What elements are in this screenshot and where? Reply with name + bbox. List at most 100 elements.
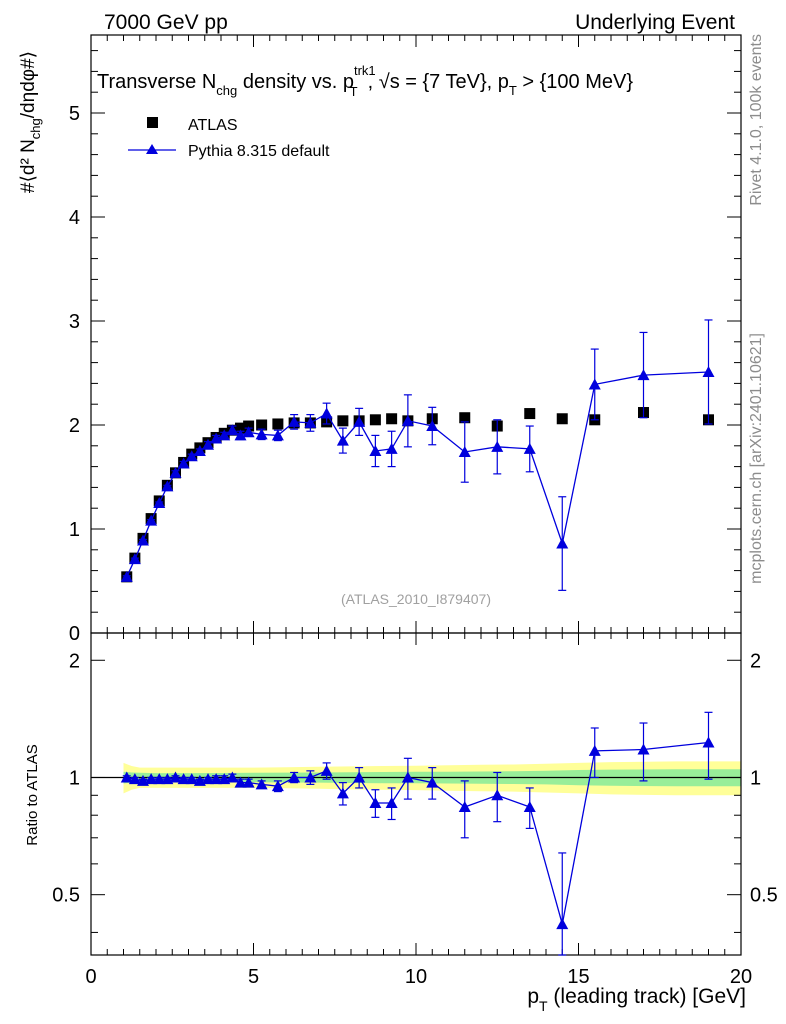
mc-point — [271, 429, 284, 441]
mc-point — [458, 446, 471, 458]
ratio-panel: 0 5 10 15 20 0.5 0.5 1 1 2 2 — [52, 632, 778, 988]
ratio-point — [401, 771, 414, 783]
ratio-point — [426, 776, 439, 788]
mc-point — [137, 534, 149, 546]
main-y-tick-label: 5 — [69, 103, 80, 125]
mc-point — [210, 432, 223, 444]
x-axis-label: pT (leading track) [GeV] — [527, 985, 746, 1014]
ratio-point — [271, 780, 284, 792]
ratio-y-tick-label-right: 0.5 — [750, 885, 778, 907]
main-y-tick-label: 0 — [69, 623, 80, 645]
ratio-y-tick-label-right: 1 — [750, 767, 761, 789]
main-y-tick-label: 3 — [69, 311, 80, 333]
ratio-point — [458, 800, 471, 812]
ratio-point — [185, 773, 198, 785]
ratio-point — [369, 796, 382, 808]
ratio-point — [145, 773, 158, 785]
main-ylabel: #⟨d² Nchg/dηdφ#⟩ — [18, 51, 43, 193]
ratio-point — [202, 773, 214, 785]
ratio-point — [491, 789, 504, 801]
atlas-point — [459, 412, 471, 424]
ratio-point — [304, 771, 317, 783]
main-y-tick-label: 2 — [69, 415, 80, 437]
ratio-point — [336, 787, 349, 799]
atlas-point — [369, 414, 381, 426]
x-tick-label: 15 — [567, 966, 589, 988]
mc-point — [255, 428, 268, 440]
ratio-y-tick-label: 1 — [69, 767, 80, 789]
ratio-point — [169, 771, 182, 783]
mc-point — [120, 570, 133, 582]
ratio-point — [385, 796, 398, 808]
main-plot-marks — [120, 319, 715, 591]
legend: ATLAS Pythia 8.315 default — [128, 117, 330, 160]
legend-atlas-marker — [147, 117, 158, 128]
mc-point — [145, 514, 158, 526]
ratio-ylabel: Ratio to ATLAS — [24, 744, 41, 845]
mc-point — [193, 445, 206, 456]
legend-mc-marker — [146, 144, 158, 154]
ratio-y-tick-label: 0.5 — [52, 885, 80, 907]
x-tick-label: 5 — [248, 966, 259, 988]
mc-point — [218, 429, 231, 441]
ratio-point — [226, 771, 239, 783]
mc-point — [242, 426, 255, 438]
ratio-point — [637, 743, 650, 755]
ratio-point — [588, 744, 601, 756]
atlas-point — [556, 413, 568, 425]
ratio-point — [120, 771, 133, 783]
header-right: Underlying Event — [575, 11, 735, 34]
legend-mc-label: Pythia 8.315 default — [188, 143, 330, 160]
ratio-point — [242, 776, 255, 788]
atlas-point — [524, 408, 536, 420]
analysis-watermark: (ATLAS_2010_I879407) — [341, 591, 491, 607]
atlas-point — [386, 413, 398, 425]
mc-line — [126, 371, 709, 578]
ratio-point — [353, 771, 366, 783]
ratio-point — [234, 776, 247, 788]
mc-point — [177, 457, 190, 469]
ratio-y-tick-label: 2 — [69, 650, 80, 672]
plot-title: Transverse Nchg density vs. ptrk1 T, √s =… — [97, 63, 633, 99]
mc-point — [202, 438, 214, 450]
ratio-point — [288, 771, 301, 783]
atlas-point — [272, 418, 284, 430]
atlas-point — [256, 419, 268, 431]
mc-point — [385, 442, 398, 454]
ratio-point — [255, 778, 268, 790]
mc-point — [288, 415, 301, 427]
legend-atlas-label: ATLAS — [188, 117, 238, 134]
ratio-y-tick-label-right: 2 — [750, 650, 761, 672]
x-tick-label: 20 — [730, 966, 752, 988]
main-panel: 0 1 2 3 4 5 — [69, 34, 742, 645]
mc-point — [401, 414, 414, 426]
mc-point — [153, 497, 166, 508]
mc-point — [336, 434, 349, 446]
mc-point — [185, 450, 198, 462]
atlas-point — [235, 422, 246, 434]
atlas-point — [337, 415, 349, 427]
mc-point — [169, 466, 182, 478]
mc-point — [226, 424, 239, 436]
mc-point — [588, 378, 601, 390]
x-tick-label: 0 — [85, 966, 96, 988]
mc-point — [234, 429, 247, 441]
ratio-point — [177, 773, 190, 785]
main-y-tick-label: 4 — [69, 207, 80, 229]
mc-point — [523, 442, 536, 454]
mc-point — [491, 440, 504, 452]
mc-point — [320, 407, 333, 419]
ratio-point — [320, 764, 333, 776]
mc-point — [128, 553, 141, 565]
mc-point — [304, 416, 317, 428]
header-left: 7000 GeV pp — [104, 11, 228, 34]
ratio-point — [702, 736, 715, 748]
mc-point — [637, 369, 650, 381]
ratio-point — [210, 773, 223, 785]
ratio-point — [153, 773, 166, 785]
rivet-label: Rivet 4.1.0, 100k events — [748, 34, 765, 206]
ratio-point — [523, 800, 536, 812]
ratio-point — [556, 918, 569, 930]
ratio-mc-line — [126, 741, 709, 925]
